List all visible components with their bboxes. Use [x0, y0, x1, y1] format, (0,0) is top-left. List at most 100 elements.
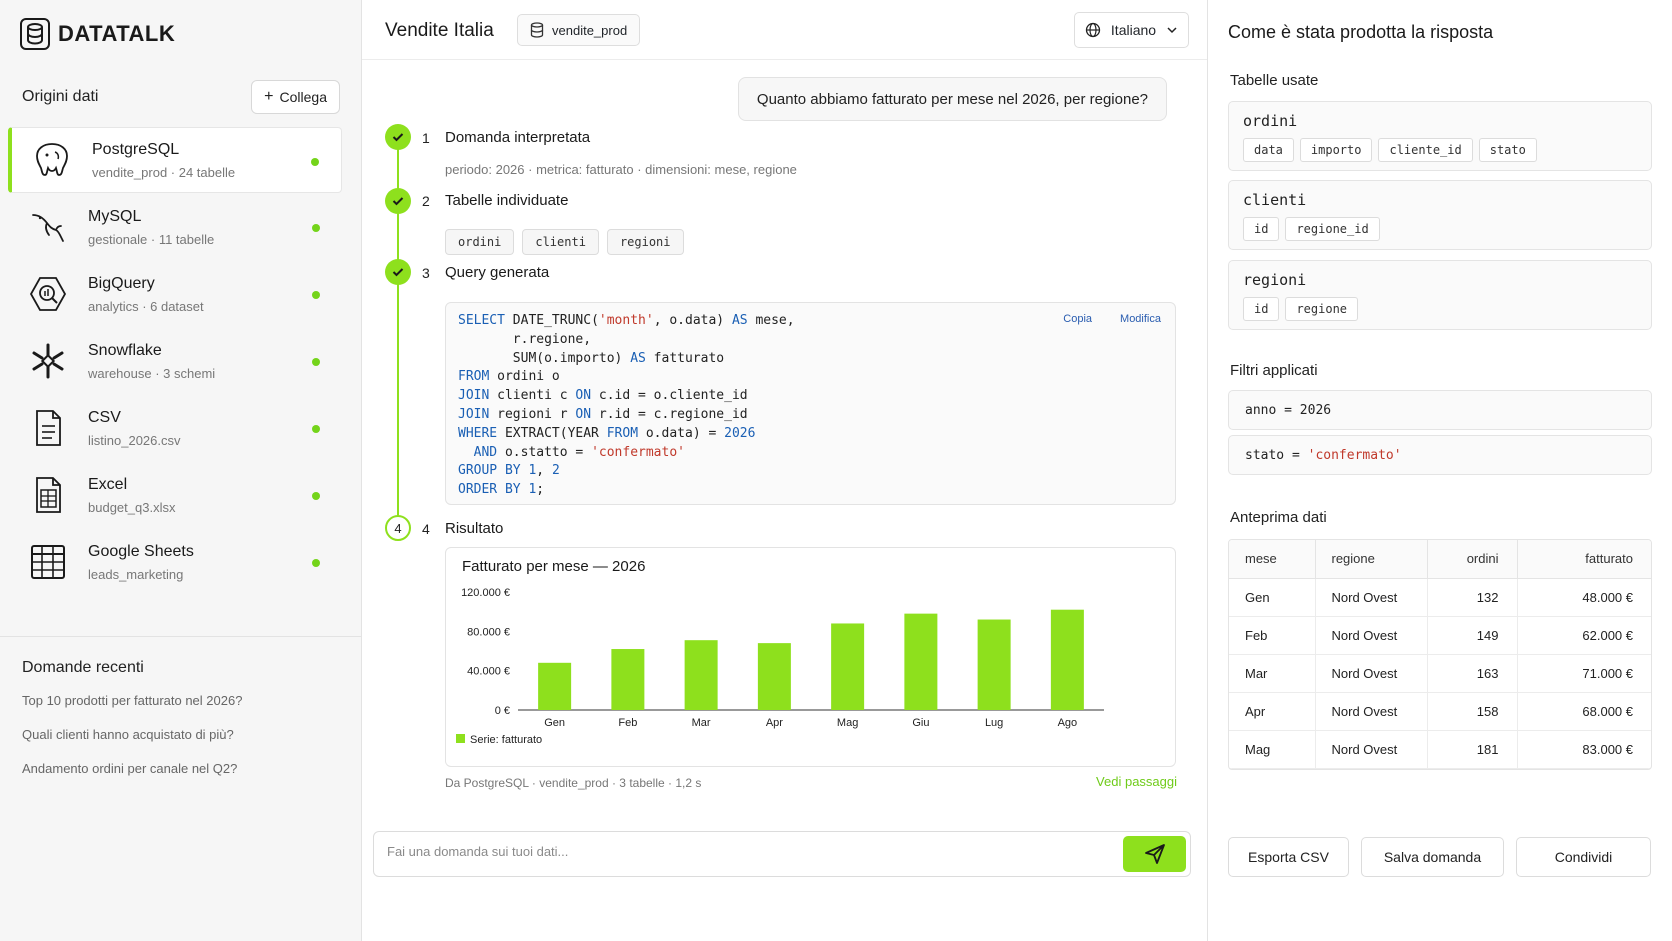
chart-bar	[904, 613, 938, 710]
source-snowflake[interactable]: Snowflake warehouse · 3 schemi	[8, 328, 342, 394]
table-cell: 48.000 €	[1517, 578, 1651, 617]
source-csv[interactable]: CSV listino_2026.csv	[8, 395, 342, 461]
main-header: Vendite Italia vendite_prod Italiano	[362, 0, 1207, 60]
x-tick-label: Gen	[544, 717, 565, 729]
sql-token: mese,	[747, 313, 795, 328]
chart-bar	[831, 623, 865, 710]
legend-swatch	[456, 734, 465, 743]
preview-title: Anteprima dati	[1230, 509, 1327, 526]
filter-token: anno = 2026	[1245, 402, 1332, 418]
filter-row: stato = 'confermato'	[1228, 435, 1652, 475]
sql-token: r.id = c.regione_id	[591, 406, 748, 422]
sql-token: o.data) =	[638, 425, 725, 441]
sql-token: 1	[528, 463, 537, 479]
step-number: 1	[422, 130, 430, 146]
table-cell: 158	[1427, 692, 1518, 731]
recent-question[interactable]: Top 10 prodotti per fatturato nel 2026?	[22, 693, 243, 708]
table-cell: 132	[1427, 578, 1518, 617]
save-question-button[interactable]: Salva domanda	[1361, 837, 1504, 877]
source-postgresql[interactable]: PostgreSQL vendite_prod · 24 tabelle	[8, 127, 342, 193]
tables-used-title: Tabelle usate	[1230, 72, 1319, 89]
step-number: 3	[422, 265, 430, 281]
recent-question[interactable]: Andamento ordini per canale nel Q2?	[22, 761, 238, 776]
y-tick-label: 40.000 €	[467, 666, 510, 678]
column-chip: data	[1243, 138, 1294, 162]
table-cell: Feb	[1229, 616, 1316, 655]
export-csv-button[interactable]: Esporta CSV	[1228, 837, 1349, 877]
status-dot	[311, 158, 319, 166]
source-mysql[interactable]: MySQL gestionale · 11 tabelle	[8, 194, 342, 260]
table-cell: 163	[1427, 654, 1518, 693]
chart-bar	[611, 649, 645, 710]
send-button[interactable]	[1123, 836, 1186, 872]
recent-question[interactable]: Quali clienti hanno acquistato di più?	[22, 727, 234, 742]
share-button[interactable]: Condividi	[1516, 837, 1651, 877]
ask-box	[373, 831, 1191, 877]
source-bigquery[interactable]: BigQuery analytics · 6 dataset	[8, 261, 342, 327]
status-dot	[312, 492, 320, 500]
database-chip[interactable]: vendite_prod	[517, 14, 641, 46]
column-header: ordini	[1427, 540, 1518, 579]
column-chip: id	[1243, 297, 1280, 321]
step-2-check-icon	[385, 188, 411, 214]
view-steps-link[interactable]: Vedi passaggi	[1096, 774, 1177, 789]
database-name: vendite_prod	[552, 22, 628, 38]
table-chip[interactable]: ordini	[445, 229, 515, 255]
column-chip: importo	[1299, 138, 1373, 162]
x-tick-label: Feb	[618, 717, 637, 729]
source-excel[interactable]: Excel budget_q3.xlsx	[8, 462, 342, 528]
send-icon	[1144, 844, 1165, 864]
x-tick-label: Mar	[692, 717, 711, 729]
filter-text: stato = 'confermato'	[1245, 448, 1402, 463]
source-google-sheets[interactable]: Google Sheets leads_marketing	[8, 529, 342, 595]
table-header-row: mese regione ordini fatturato	[1229, 540, 1651, 579]
x-tick-label: Ago	[1058, 717, 1078, 729]
language-label: Italiano	[1110, 22, 1157, 38]
source-detail: listino_2026.csv	[88, 432, 181, 448]
source-name: CSV	[88, 408, 121, 426]
table-cell: Apr	[1229, 692, 1316, 731]
step-1-check-icon	[385, 124, 411, 150]
source-name: Snowflake	[88, 341, 162, 359]
table-name: regioni	[1243, 271, 1307, 289]
mysql-icon	[26, 205, 70, 249]
connect-button[interactable]: + Collega	[251, 80, 340, 114]
explanation-panel: Come è stata prodotta la risposta Tabell…	[1207, 0, 1672, 941]
sql-line: SUM(o.importo) AS fatturato	[458, 350, 1163, 369]
table-chip[interactable]: regioni	[606, 229, 684, 255]
table-name: clienti	[1243, 191, 1307, 209]
table-row: Mar Nord Ovest 163 71.000 €	[1229, 654, 1651, 693]
table-chips: ordini clienti regioni	[445, 229, 684, 255]
sql-token: EXTRACT(YEAR	[497, 425, 607, 441]
step-number: 4	[422, 521, 430, 537]
source-detail: gestionale · 11 tabelle	[88, 231, 215, 247]
y-tick-label: 120.000 €	[461, 587, 510, 599]
column-chip: cliente_id	[1378, 138, 1473, 162]
copy-button[interactable]: Copia	[1063, 313, 1093, 325]
table-chip[interactable]: clienti	[522, 229, 599, 255]
filter-token: 'confermato'	[1307, 447, 1402, 463]
edit-button[interactable]: Modifica	[1120, 313, 1161, 325]
recent-questions: Domande recenti Top 10 prodotti per fatt…	[0, 636, 361, 809]
status-dot	[312, 559, 320, 567]
table-cell: 68.000 €	[1517, 692, 1651, 731]
table-cell: Nord Ovest	[1315, 692, 1428, 731]
filter-text: anno = 2026	[1245, 403, 1331, 418]
y-tick-label: 0 €	[495, 705, 510, 717]
sql-token: DATE_TRUNC(	[512, 313, 599, 328]
source-name: Excel	[88, 475, 128, 493]
sql-token: JOIN	[458, 388, 490, 404]
chart-bar	[757, 643, 791, 710]
question-input[interactable]	[387, 844, 1087, 859]
step-number: 2	[422, 193, 430, 209]
logo: DATATALK	[20, 18, 175, 50]
excel-file-icon	[26, 473, 70, 517]
user-question-bubble: Quanto abbiamo fatturato per mese nel 20…	[737, 77, 1167, 121]
globe-icon	[1085, 22, 1101, 38]
chart-bar	[1050, 609, 1084, 710]
result-chart-card: Fatturato per mese — 2026 0 € 40.000 € 80.…	[445, 547, 1176, 767]
source-detail: warehouse · 3 schemi	[88, 365, 216, 381]
column-chip: id	[1243, 217, 1280, 241]
language-select[interactable]: Italiano	[1074, 12, 1189, 48]
table-cell: Mar	[1229, 654, 1316, 693]
